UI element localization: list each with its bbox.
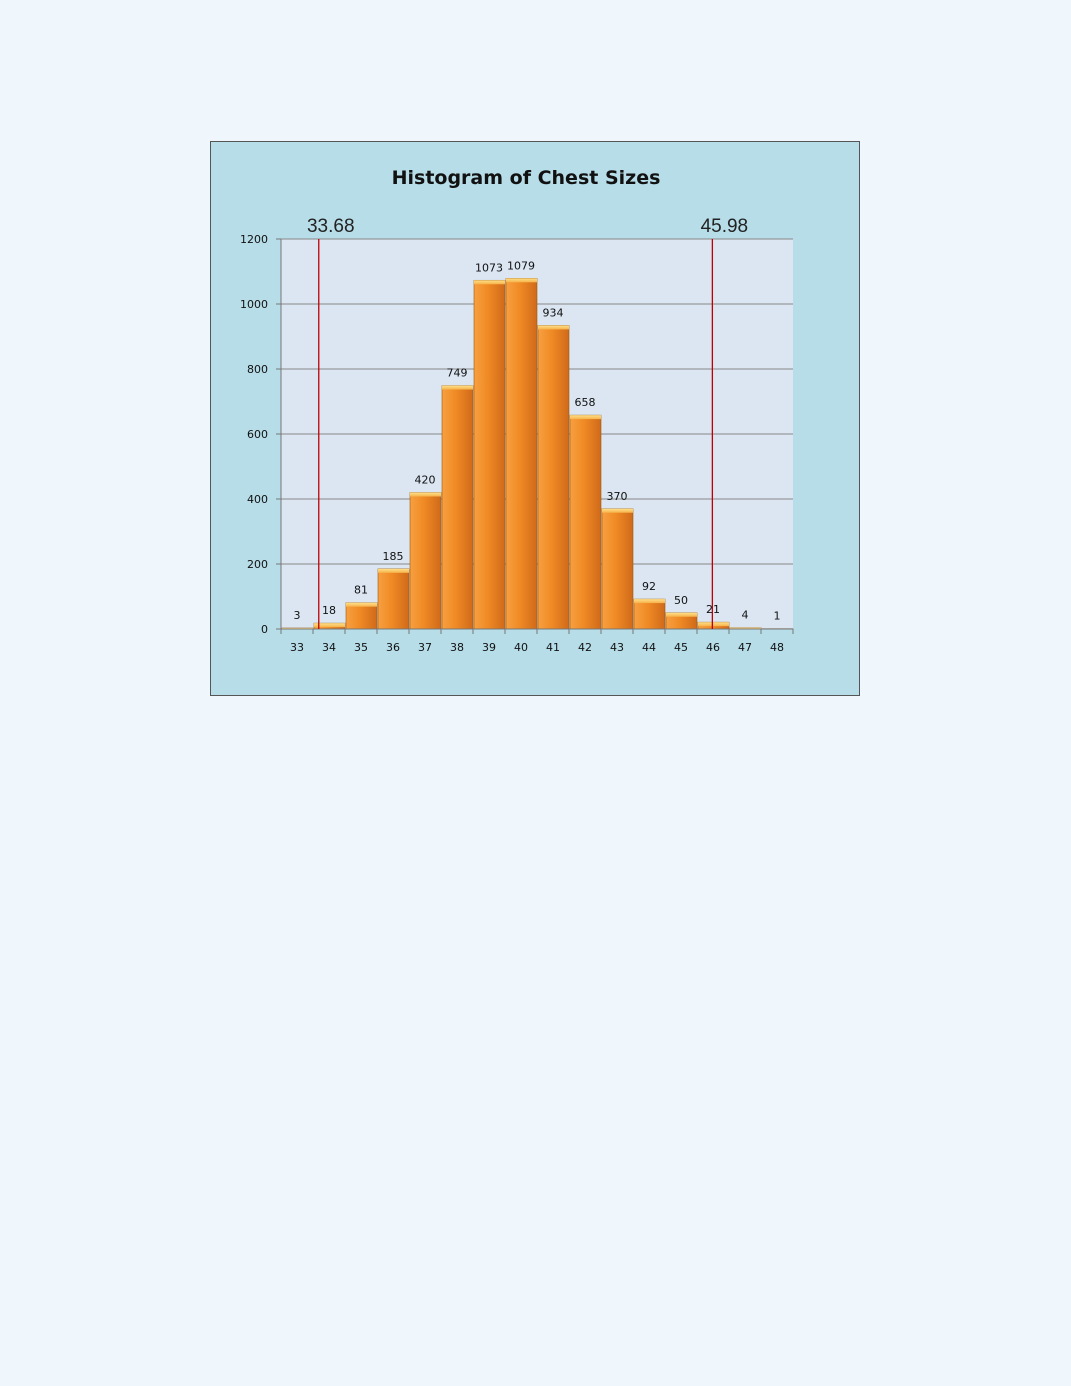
data-label: 21 — [706, 603, 720, 616]
x-tick-label: 34 — [322, 641, 336, 654]
data-label: 934 — [543, 306, 564, 319]
data-label: 4 — [742, 609, 749, 622]
data-label: 1079 — [507, 259, 535, 272]
data-label: 18 — [322, 604, 336, 617]
bar — [537, 325, 570, 630]
reference-lines: 33.68 45.98 — [307, 216, 748, 629]
data-label: 185 — [383, 550, 404, 563]
bar — [441, 385, 474, 630]
x-tick-label: 45 — [674, 641, 688, 654]
bar — [633, 598, 666, 630]
bar — [345, 602, 378, 630]
x-tick-label: 39 — [482, 641, 496, 654]
histogram-chart: Histogram of Chest Sizes 0 200 400 600 800 10… — [240, 167, 794, 654]
bar-highlight — [410, 492, 441, 497]
bar — [569, 414, 602, 630]
y-tick-label: 0 — [261, 623, 268, 636]
x-tick-label: 36 — [386, 641, 400, 654]
bar — [473, 279, 506, 630]
data-label: 92 — [642, 580, 656, 593]
bars — [281, 278, 794, 630]
data-label: 3 — [294, 609, 301, 622]
x-tick-label: 46 — [706, 641, 720, 654]
bar-highlight — [602, 508, 633, 513]
bar-highlight — [378, 568, 409, 573]
bar-highlight — [570, 415, 601, 420]
data-label: 658 — [575, 396, 596, 409]
data-label: 370 — [607, 490, 628, 503]
data-label: 749 — [447, 367, 468, 380]
bar-highlight — [666, 612, 697, 617]
data-label: 50 — [674, 594, 688, 607]
data-label: 1 — [774, 610, 781, 623]
x-tick-label: 35 — [354, 641, 368, 654]
x-tick-label: 48 — [770, 641, 784, 654]
bar-highlight — [538, 325, 569, 330]
reference-line-label: 33.68 — [307, 216, 355, 237]
bar-highlight — [698, 622, 729, 627]
y-tick-label: 200 — [247, 558, 268, 571]
x-tick-label: 43 — [610, 641, 624, 654]
x-tick-label: 38 — [450, 641, 464, 654]
bar-highlight — [442, 385, 473, 390]
data-labels: 3 18 81 185 420 749 1073 1079 934 658 370 92 50 21 4 1 — [294, 259, 781, 622]
data-label: 1073 — [475, 261, 503, 274]
x-tick-label: 37 — [418, 641, 432, 654]
bar — [601, 508, 634, 630]
y-tick-label: 1200 — [240, 233, 268, 246]
bar-highlight — [506, 278, 537, 283]
y-tick-label: 400 — [247, 493, 268, 506]
x-tick-label: 40 — [514, 641, 528, 654]
data-label: 81 — [354, 584, 368, 597]
y-tick-label: 600 — [247, 428, 268, 441]
bar-highlight — [730, 627, 761, 629]
y-tick-label: 1000 — [240, 298, 268, 311]
reference-line-label: 45.98 — [701, 216, 749, 237]
bar — [409, 492, 442, 630]
bar — [377, 568, 410, 630]
bar-highlight — [474, 280, 505, 285]
bar-highlight — [634, 599, 665, 604]
chart-area: Histogram of Chest Sizes 0 200 400 600 800 10… — [210, 141, 860, 696]
chart-title: Histogram of Chest Sizes — [392, 167, 661, 189]
bar-highlight — [314, 623, 345, 628]
x-tick-label: 41 — [546, 641, 560, 654]
bar-highlight — [346, 602, 377, 607]
y-tick-label: 800 — [247, 363, 268, 376]
x-tick-label: 33 — [290, 641, 304, 654]
data-label: 420 — [415, 474, 436, 487]
x-tick-label: 44 — [642, 641, 656, 654]
x-tick-label: 42 — [578, 641, 592, 654]
bar — [505, 278, 538, 630]
x-tick-label: 47 — [738, 641, 752, 654]
